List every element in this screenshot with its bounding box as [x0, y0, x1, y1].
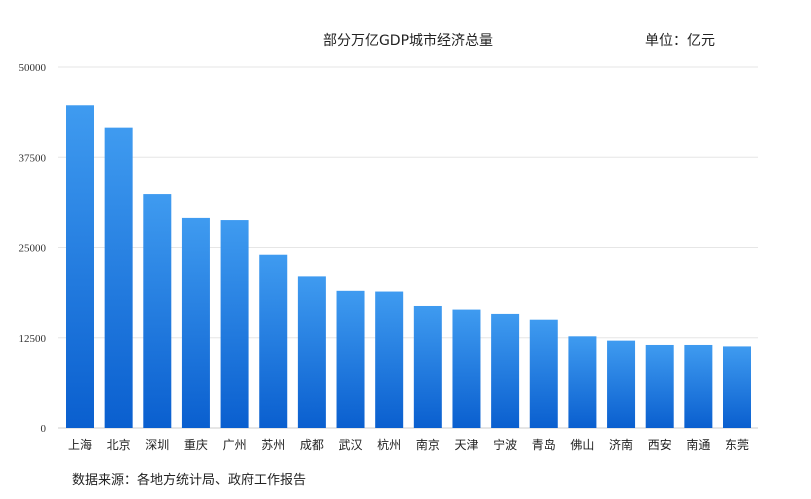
- x-category-label: 深圳: [145, 438, 169, 452]
- bar-4: [220, 220, 249, 428]
- y-tick-label: 0: [41, 423, 47, 435]
- bar-12: [529, 319, 558, 428]
- x-category-label: 佛山: [570, 438, 594, 452]
- x-category-label: 天津: [454, 438, 478, 452]
- bar-5: [259, 254, 288, 428]
- bar-14: [607, 340, 636, 428]
- unit-label: 单位：亿元: [645, 33, 715, 49]
- x-category-label: 济南: [609, 437, 633, 452]
- x-category-label: 广州: [223, 438, 247, 452]
- y-axis-ticks: 0 12500 25000 37500 50000: [19, 62, 47, 435]
- bar-7: [336, 290, 365, 428]
- x-category-label: 青岛: [532, 437, 556, 452]
- chart-title: 部分万亿GDP城市经济总量: [323, 32, 493, 49]
- bar-3: [181, 217, 210, 428]
- x-category-label: 东莞: [725, 438, 749, 452]
- x-category-label: 西安: [648, 437, 672, 452]
- bars: [66, 105, 751, 429]
- bar-2: [143, 194, 172, 428]
- x-axis-labels: 上海 北京 深圳 重庆 广州 苏州 成都 武汉 杭州 南京 天津 宁波 青岛 佛山 济南 西安 南通 东莞: [68, 437, 749, 452]
- x-category-label: 上海: [68, 437, 92, 452]
- bar-0: [66, 105, 94, 429]
- y-tick-label: 25000: [19, 243, 47, 255]
- bar-16: [684, 344, 713, 428]
- x-category-label: 重庆: [184, 438, 208, 452]
- y-tick-label: 37500: [19, 152, 47, 164]
- bar-6: [297, 276, 326, 428]
- bar-10: [452, 309, 481, 428]
- x-category-label: 成都: [300, 438, 324, 452]
- x-category-label: 南京: [416, 437, 440, 452]
- bar-8: [375, 291, 404, 428]
- x-category-label: 宁波: [493, 437, 517, 452]
- y-tick-label: 12500: [19, 333, 47, 345]
- x-category-label: 北京: [107, 438, 131, 452]
- bar-13: [568, 336, 597, 428]
- bar-1: [104, 127, 133, 428]
- bar-11: [491, 313, 520, 428]
- bar-9: [413, 305, 442, 428]
- source-note: 数据来源：各地方统计局、政府工作报告: [72, 472, 306, 488]
- y-tick-label: 50000: [19, 62, 47, 74]
- x-category-label: 杭州: [377, 437, 401, 452]
- bar-17: [723, 346, 751, 428]
- bar-15: [645, 344, 674, 428]
- x-category-label: 武汉: [339, 438, 363, 452]
- grid-lines: [58, 66, 758, 429]
- x-category-label: 南通: [686, 437, 710, 452]
- x-category-label: 苏州: [261, 438, 285, 452]
